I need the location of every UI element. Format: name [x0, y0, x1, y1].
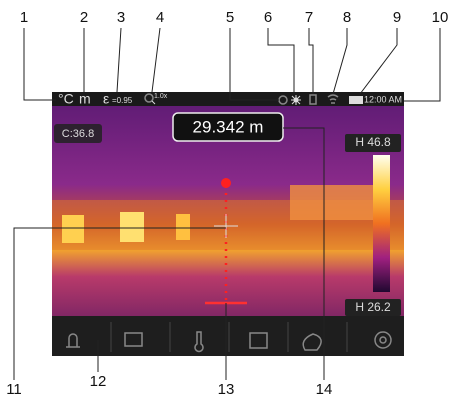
callout-number: 7 [305, 9, 313, 26]
dist-unit: m [79, 91, 91, 107]
callout-number: 9 [393, 9, 401, 26]
time: 12:00 AM [364, 94, 402, 104]
low-temp: H 26.2 [355, 300, 391, 314]
callout-number: 1 [20, 9, 28, 26]
page: °C m ε =0.95 1.0x 12:00 AM 29.342 m C:36… [0, 0, 451, 406]
callout-number: 6 [264, 9, 272, 26]
callout-number: 12 [90, 373, 107, 390]
callout-number: 11 [6, 381, 22, 398]
temp-unit: °C [58, 91, 74, 107]
center-temp: C:36.8 [62, 128, 94, 140]
callout-number: 13 [218, 381, 235, 398]
callout-number: 14 [316, 381, 333, 398]
callout-number: 8 [343, 9, 351, 26]
emissivity: =0.95 [112, 96, 133, 105]
diagram: °C m ε =0.95 1.0x 12:00 AM 29.342 m C:36… [0, 0, 451, 401]
callout-number: 10 [432, 9, 449, 26]
callout-number: 2 [80, 9, 88, 26]
emissivity-symbol: ε [103, 91, 109, 107]
callout-number: 3 [117, 9, 125, 26]
distance: 29.342 m [193, 117, 264, 136]
high-temp: H 46.8 [355, 135, 391, 149]
callout-number: 5 [226, 9, 234, 26]
zoom: 1.0x [154, 93, 168, 100]
callout-number: 4 [156, 9, 164, 26]
